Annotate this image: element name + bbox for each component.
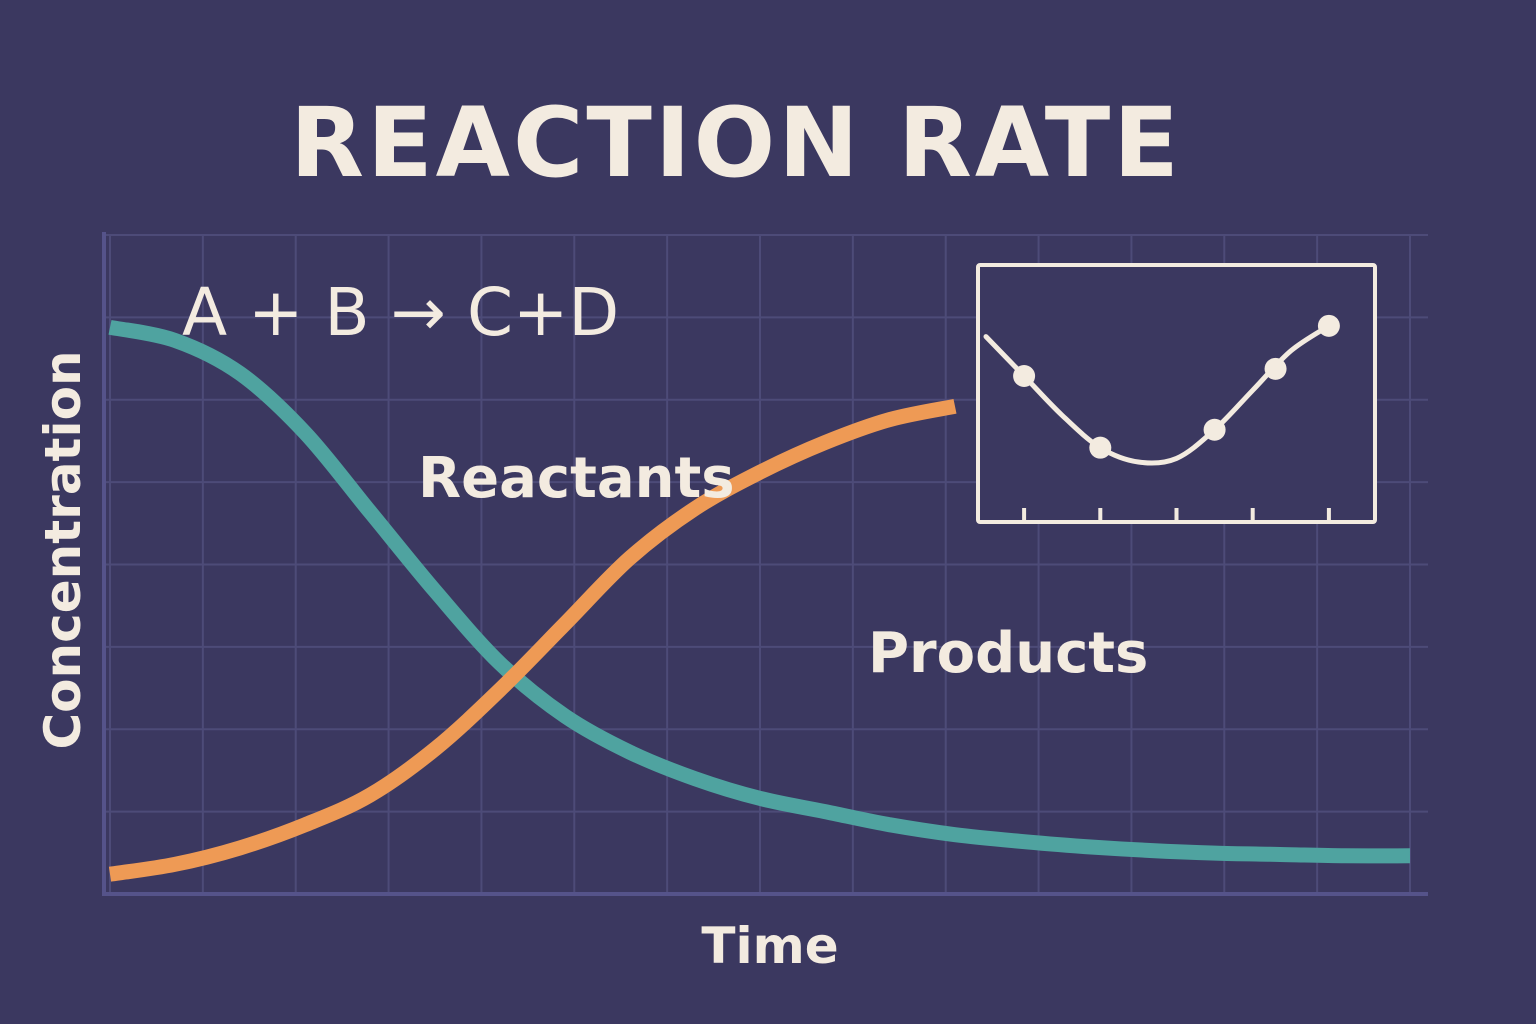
products-line <box>108 398 957 882</box>
inset-chart <box>976 263 1377 524</box>
chart-title: REACTION RATE <box>290 87 1182 199</box>
reaction-equation: A + B → C+D <box>182 274 619 351</box>
inset-marker <box>1089 436 1112 459</box>
inset-marker <box>1264 357 1287 380</box>
inset-marker <box>1203 418 1226 441</box>
inset-frame <box>976 263 1377 524</box>
reactants-line <box>108 319 1411 864</box>
legend-products-label: Products <box>868 621 1148 686</box>
inset-ticks <box>1022 508 1331 520</box>
inset-marker <box>1013 365 1036 387</box>
y-axis-label: Concentration <box>34 350 92 749</box>
inset-markers <box>1013 314 1340 459</box>
inset-marker <box>1317 314 1340 337</box>
legend-reactants-label: Reactants <box>418 446 735 511</box>
x-axis-label: Time <box>701 917 838 975</box>
